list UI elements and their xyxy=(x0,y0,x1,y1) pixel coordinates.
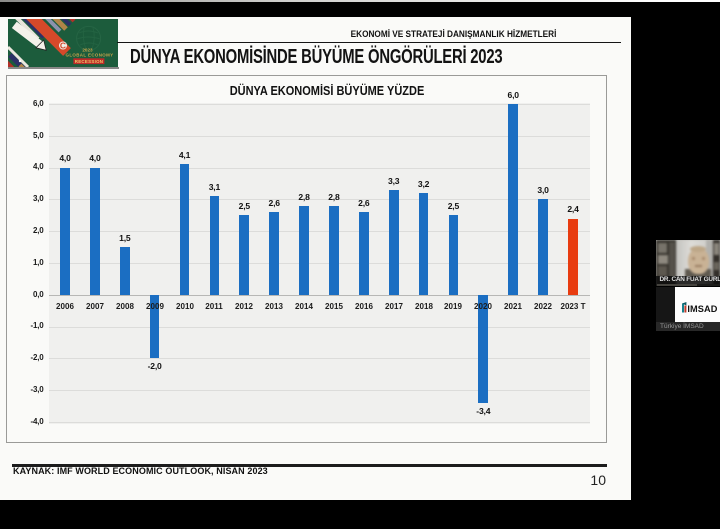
svg-text:2023: 2023 xyxy=(82,48,93,53)
svg-text:C: C xyxy=(59,41,65,51)
svg-text:GLOBAL ECONOMY: GLOBAL ECONOMY xyxy=(65,53,113,58)
svg-text:IMSAD: IMSAD xyxy=(687,304,717,314)
svg-text:RECESSION: RECESSION xyxy=(74,59,103,64)
